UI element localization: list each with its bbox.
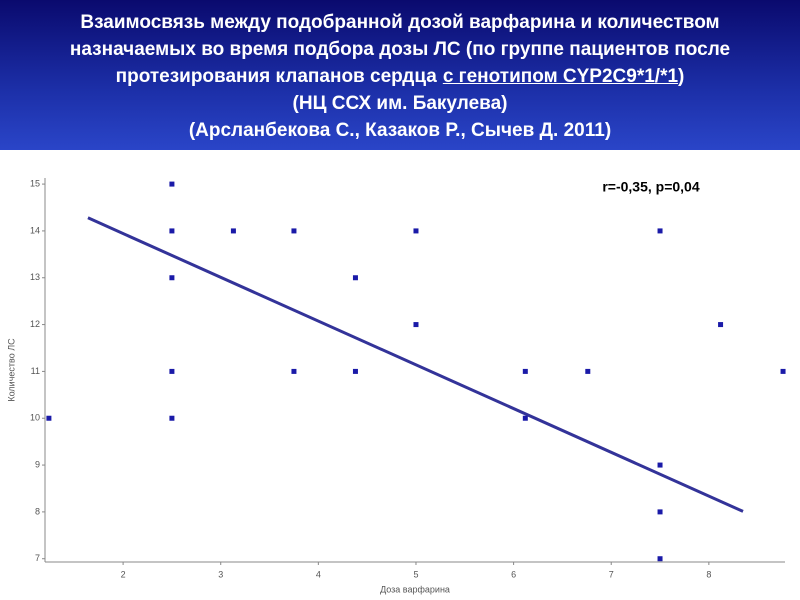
annotation: r=-0,35, p=0,04: [602, 179, 700, 195]
point: [169, 415, 175, 421]
title-line: (Арсланбекова С., Казаков Р., Сычев Д. 2…: [188, 120, 612, 141]
point: [291, 228, 297, 234]
fit-line: [87, 216, 744, 513]
x-tick-label: 3: [218, 569, 223, 579]
point: [657, 462, 663, 468]
point: [352, 368, 358, 374]
title-part: протезирования клапанов сердца: [115, 66, 437, 87]
x-tick-label: 6: [511, 569, 516, 579]
y-tick-label: 15: [30, 178, 40, 188]
point: [352, 275, 358, 281]
y-tick-label: 8: [35, 506, 40, 516]
point: [169, 181, 175, 187]
point: [657, 228, 663, 234]
x-axis-label: Доза варфарина: [380, 584, 450, 594]
x-tick-label: 2: [121, 569, 126, 579]
point: [585, 368, 591, 374]
y-tick-label: 10: [30, 413, 40, 423]
title-line: протезирования клапанов сердца с генотипо…: [0, 63, 800, 90]
point: [522, 368, 528, 374]
x-tick-label: 5: [413, 569, 418, 579]
y-tick-label: 12: [30, 319, 40, 329]
y-tick-label: 14: [30, 225, 40, 235]
point: [413, 228, 419, 234]
x-tick-label: 7: [609, 569, 614, 579]
chart: r=-0,35, p=0,04 Доза варфарина Количеств…: [6, 178, 786, 594]
point: [718, 322, 724, 328]
point: [522, 415, 528, 421]
point: [169, 228, 175, 234]
y-tick-label: 7: [35, 553, 40, 563]
header: Взаимосвязь между подобранной дозой варф…: [0, 0, 800, 150]
y-axis-label: Количество ЛС: [6, 338, 16, 402]
title-line: назначаемых во время подбора дозы ЛС (по…: [69, 39, 731, 60]
title-line: Взаимосвязь между подобранной дозой варф…: [80, 12, 720, 33]
point: [780, 368, 786, 374]
point: [413, 322, 419, 328]
x-tick-label: 4: [316, 569, 321, 579]
point: [46, 415, 52, 421]
y-tick-label: 11: [31, 366, 40, 376]
point: [230, 228, 236, 234]
x-tick-label: 8: [706, 569, 711, 579]
point: [657, 509, 663, 515]
title-part: ): [678, 66, 685, 87]
y-tick-label: 9: [35, 459, 40, 469]
point: [291, 368, 297, 374]
point: [657, 556, 663, 562]
title-part: с генотипом CYP2C9*1/*1: [442, 66, 679, 87]
title-line: (НЦ ССХ им. Бакулева): [292, 93, 508, 114]
point: [169, 275, 175, 281]
y-tick-label: 13: [30, 272, 40, 282]
point: [169, 368, 175, 374]
